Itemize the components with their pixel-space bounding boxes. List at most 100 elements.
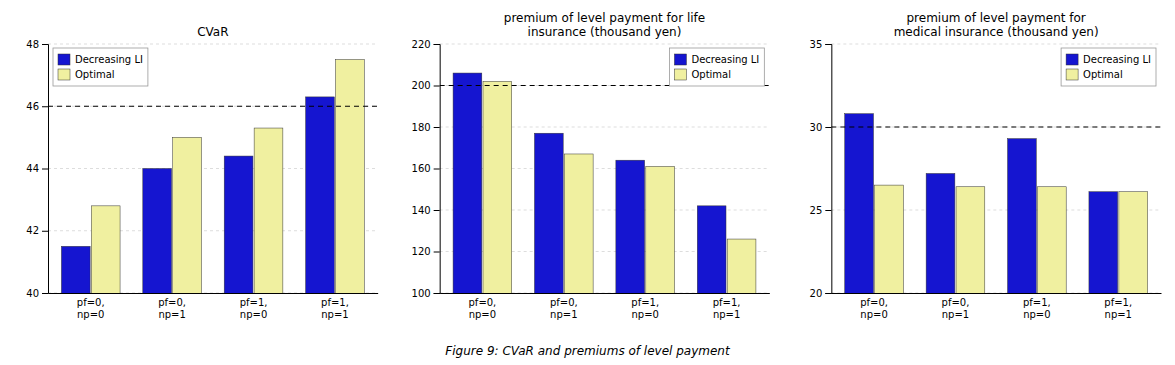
x-axis-line — [832, 293, 1162, 294]
legend-swatch — [58, 69, 70, 80]
y-tick-label: 40 — [26, 288, 39, 299]
bar — [306, 97, 335, 293]
y-tick: 120 — [412, 246, 440, 257]
y-axis-line — [434, 45, 441, 294]
bar-series — [91, 60, 364, 293]
x-tick-label: pf=0,np=0 — [469, 297, 497, 320]
figure-caption: Figure 9: CVaR and premiums of level pay… — [445, 344, 731, 358]
y-tick: 180 — [412, 122, 440, 133]
x-axis: pf=0,np=0pf=0,np=1pf=1,np=0pf=1,np=1 — [49, 293, 379, 320]
y-tick-mark — [434, 169, 440, 170]
x-tick-label: pf=0,np=0 — [77, 297, 105, 320]
bar-series — [875, 185, 1148, 293]
legend-swatch — [674, 69, 686, 80]
bar — [483, 81, 512, 293]
y-axis-line — [42, 45, 49, 294]
bar — [1037, 187, 1066, 293]
x-tick: pf=0,np=1 — [942, 293, 970, 320]
figure: 4042444648pf=0,np=0pf=0,np=1pf=1,np=0pf=… — [0, 0, 1175, 365]
y-tick: 42 — [26, 225, 48, 236]
grid-line — [440, 44, 770, 45]
bar — [926, 173, 955, 293]
bar — [616, 160, 645, 293]
y-axis: 4042444648 — [26, 39, 48, 299]
legend-label: Decreasing LI — [75, 54, 143, 65]
y-axis: 20253035 — [810, 39, 832, 299]
bar — [336, 60, 365, 293]
bar — [453, 73, 482, 293]
x-tick-label: pf=0,np=1 — [550, 297, 578, 320]
legend-frame — [1061, 48, 1156, 86]
bar — [1008, 139, 1037, 293]
x-tick-label: pf=0,np=0 — [860, 297, 888, 320]
bar — [143, 169, 172, 294]
y-tick-label: 180 — [412, 122, 431, 133]
bar — [727, 239, 756, 293]
x-tick: pf=1,np=0 — [1023, 293, 1051, 320]
chart-panel: 20253035pf=0,np=0pf=0,np=1pf=1,np=0pf=1,… — [810, 11, 1162, 365]
x-tick: pf=1,np=1 — [713, 293, 741, 320]
x-tick: pf=0,np=0 — [469, 293, 497, 320]
y-tick: 35 — [810, 39, 832, 50]
y-tick-mark — [434, 86, 440, 87]
legend-item: Decreasing LI — [58, 54, 143, 65]
plot-area — [831, 114, 1161, 293]
bar — [224, 156, 253, 293]
legend-frame — [669, 48, 764, 86]
x-tick: pf=0,np=0 — [77, 293, 105, 320]
reference-line — [831, 127, 1161, 128]
bar — [564, 154, 593, 293]
y-tick: 220 — [412, 39, 440, 50]
bar — [173, 137, 202, 293]
x-tick-label: pf=1,np=1 — [1104, 297, 1132, 320]
y-tick-mark — [434, 210, 440, 211]
y-tick-label: 120 — [412, 246, 431, 257]
x-tick-label: pf=0,np=1 — [942, 297, 970, 320]
bar — [956, 187, 985, 293]
chart-panel: 100 120 140 160 180 200 220 pf=0,np=0 pf=0,np=1 p… — [412, 11, 770, 365]
y-tick-mark — [434, 44, 440, 45]
chart-title: premium of level payment for lifeinsuran… — [504, 11, 705, 39]
y-tick-mark — [42, 231, 48, 232]
x-tick-label: pf=1,np=0 — [240, 297, 268, 320]
legend-swatch — [58, 54, 70, 65]
y-tick-label: 220 — [412, 39, 431, 50]
y-tick-mark — [825, 127, 831, 128]
y-tick: 48 — [26, 39, 48, 50]
x-axis-line — [49, 293, 379, 294]
legend-frame — [53, 48, 148, 86]
x-tick-label: pf=0,np=1 — [158, 297, 186, 320]
legend-swatch — [674, 54, 686, 65]
y-tick-mark — [825, 210, 831, 211]
legend-item: Decreasing LI — [1066, 54, 1151, 65]
x-axis: pf=0,np=0 pf=0,np=1 pf=1,np=0 pf=1,np=1 — [832, 293, 1162, 320]
bar — [254, 128, 283, 293]
chart-title: premium of level payment formedical insu… — [894, 11, 1099, 39]
y-tick: 30 — [810, 122, 832, 133]
y-tick-mark — [825, 293, 831, 294]
x-tick: pf=1,np=1 — [1104, 293, 1132, 320]
legend-swatch — [1066, 54, 1078, 65]
y-tick: 40 — [26, 288, 48, 299]
y-tick-label: 160 — [412, 163, 431, 174]
y-tick-mark — [42, 169, 48, 170]
bar — [875, 185, 904, 293]
y-tick-label: 140 — [412, 205, 431, 216]
bar — [91, 206, 120, 293]
chart-title: CVaR — [197, 25, 228, 39]
y-tick: 100 — [412, 288, 440, 299]
plot-area — [440, 73, 770, 293]
chart-panel: 4042444648pf=0,np=0pf=0,np=1pf=1,np=0pf=… — [26, 25, 378, 365]
legend: Decreasing LIOptimal — [669, 48, 764, 86]
x-tick: pf=0,np=1 — [158, 293, 186, 320]
grid-line — [48, 44, 378, 45]
bar — [646, 166, 675, 293]
plot-area — [48, 60, 378, 293]
x-axis-line — [440, 293, 770, 294]
y-tick: 200 — [412, 80, 440, 91]
legend-item: Decreasing LI — [674, 54, 759, 65]
y-tick: 140 — [412, 205, 440, 216]
y-tick-mark — [434, 293, 440, 294]
x-tick-label: pf=1,np=1 — [713, 297, 741, 320]
y-tick-mark — [434, 252, 440, 253]
